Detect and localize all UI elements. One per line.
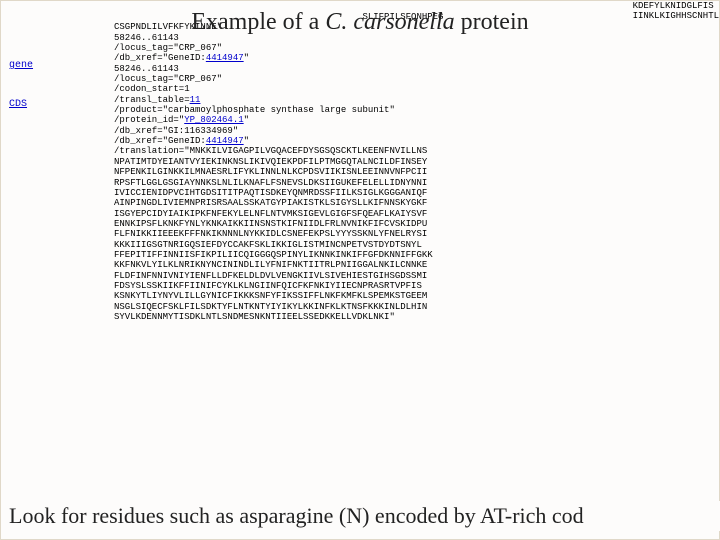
seq-line: /codon_start=1 — [114, 84, 190, 94]
seq-line: /db_xref="GeneID: — [114, 53, 206, 63]
seq-line: IVICCIENIDPVCIHTGDSITITPAQTISDKEYQNMRDSS… — [114, 188, 427, 198]
title-italic: C. carsonella — [325, 9, 454, 35]
seq-line: /locus_tag="CRP_067" — [114, 43, 222, 53]
seq-line: /locus_tag="CRP_067" — [114, 74, 222, 84]
cds-link[interactable]: CDS — [9, 99, 114, 110]
title-prefix: Example of a — [191, 9, 325, 35]
geneid-link-2[interactable]: 4414947 — [206, 136, 244, 146]
seq-line: AINPINGDLIVIEMNPRISRSAALSSKATGYPIAKISTKL… — [114, 198, 427, 208]
seq-line: NSGLSIQECFSKLFILSDKTYFLNTKNTYIYIKYLKKINF… — [114, 302, 427, 312]
seq-line: " — [244, 136, 249, 146]
seq-line: /db_xref="GI:116334969" — [114, 126, 238, 136]
seq-line: /translation="MNKKILVIGAGPILVGQACEFDYSGS… — [114, 146, 427, 156]
page-title: Example of a C. carsonella protein — [191, 9, 528, 35]
seq-line: RPSFTLGGLGSGIAYNNKSLNLILKNAFLFSNEVSLDKSI… — [114, 178, 427, 188]
seq-line: NPATIMTDYEIANTVYIEKINKNSLIKIVQIEKPDFILPT… — [114, 157, 427, 167]
content-area: gene CDS SLIFPILSFQNHPEG CSGPNDLILVFKFYK… — [1, 40, 719, 350]
gene-link[interactable]: gene — [9, 60, 114, 71]
title-container: Example of a C. carsonella protein — [1, 1, 719, 40]
seq-line: /protein_id=" — [114, 115, 184, 125]
protein-id-link[interactable]: YP_802464.1 — [184, 115, 243, 125]
seq-line: /db_xref="GeneID: — [114, 136, 206, 146]
seq-line: FFEPITIFFINNIISFIKPILIICQIGGGQSPINYLIKNN… — [114, 250, 433, 260]
seq-line: SYVLKDENNMYTISDKLNTLSNDMESNKNTIIEELSSEDK… — [114, 312, 395, 322]
seq-line: NFPENKILGINKKILMNAESRLIFYKLINNLNLKCPDSVI… — [114, 167, 427, 177]
seq-line: KSNKYTLIYNYVLILLGYNICFIKKKSNFYFIKSSIFFLN… — [114, 291, 427, 301]
seq-line: " — [244, 115, 249, 125]
footer-caption: Look for residues such as asparagine (N)… — [5, 501, 720, 531]
sequence-block: SLIFPILSFQNHPEG CSGPNDLILVFKFYKINNE" 582… — [114, 12, 711, 322]
left-column: gene CDS — [9, 40, 114, 350]
seq-line: 58246..61143 — [114, 64, 179, 74]
seq-line: FLFNIKKIIEEEKFFFNKIKNNNLNYKKIDLCSNEFEKPS… — [114, 229, 427, 239]
seq-line: ENNKIPSFLKNKFYNLYKNKAIKKIINSNSTKIFNIIDLF… — [114, 219, 427, 229]
title-suffix: protein — [455, 9, 529, 35]
seq-line: FDSYSLSSKIIKFFIINIFCYKLKLNGIINFQICFKFNKI… — [114, 281, 422, 291]
seq-line: KKKIIIGSGTNRIGQSIEFDYCCAKFSKLIKKIGLISTMI… — [114, 240, 422, 250]
seq-line: KKFNKVLYILKLNRIKNYNCININDLILYFNIFNKTIITR… — [114, 260, 427, 270]
geneid-link[interactable]: 4414947 — [206, 53, 244, 63]
seq-line: " — [244, 53, 249, 63]
seq-line: FLDFINFNNIVNIYIENFLLDFKELDLDVLVENGKIIVLS… — [114, 271, 427, 281]
transl-table-link[interactable]: 11 — [190, 95, 201, 105]
seq-line: /product="carbamoylphosphate synthase la… — [114, 105, 395, 115]
seq-line: ISGYEPCIDYIAIKIPKFNFEKYLELNFLNTVMKSIGEVL… — [114, 209, 427, 219]
seq-line: /transl_table= — [114, 95, 190, 105]
